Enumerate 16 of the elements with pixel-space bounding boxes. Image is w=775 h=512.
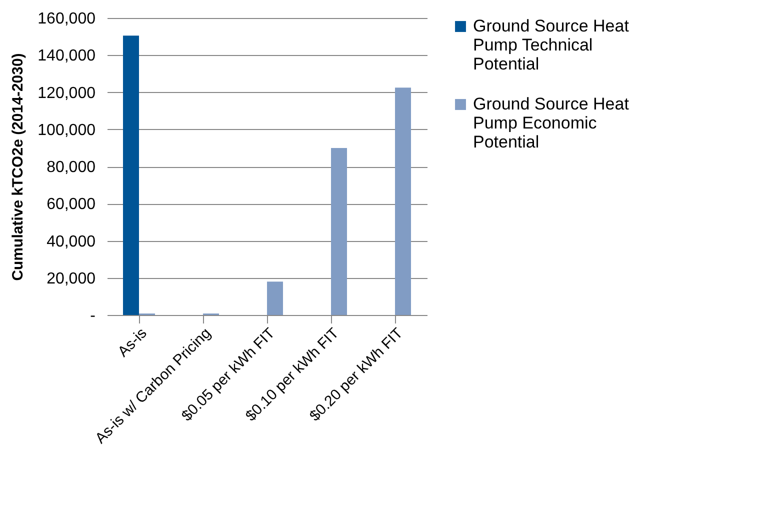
y-tick-label: 40,000 — [46, 233, 96, 250]
bar — [267, 282, 283, 315]
bar — [123, 36, 139, 315]
y-tick-label: - — [90, 308, 96, 324]
y-tick-label: 80,000 — [46, 159, 96, 176]
y-tick-label: 140,000 — [38, 48, 96, 65]
y-tick-label: 60,000 — [46, 196, 96, 214]
y-tick-label: 120,000 — [38, 84, 96, 102]
y-tick-label: 160,000 — [38, 10, 96, 28]
legend-label: Ground Source Heat Pump Technical Potential — [473, 16, 630, 74]
bar — [331, 148, 347, 315]
y-axis-title: Cumulative kTCO2e (2014-2030) — [10, 53, 27, 281]
bar — [395, 88, 411, 315]
legend-label: Ground Source Heat Pump Economic Potential — [473, 94, 630, 152]
y-tick-label: 100,000 — [38, 122, 96, 139]
y-tick-label: 20,000 — [46, 270, 96, 288]
